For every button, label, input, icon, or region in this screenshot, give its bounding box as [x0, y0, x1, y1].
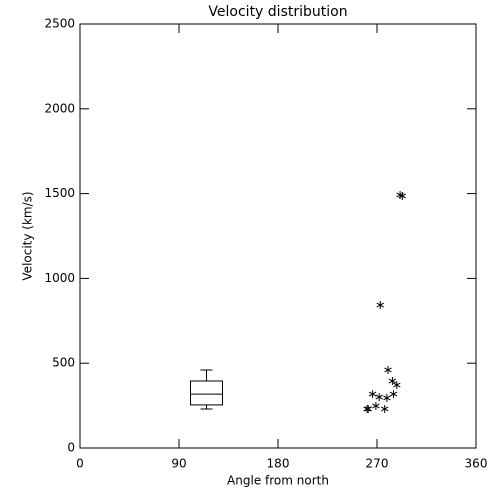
y-tick-label: 500 — [52, 356, 75, 370]
y-tick-label: 2000 — [44, 101, 75, 115]
x-tick-label: 180 — [267, 457, 290, 471]
box — [190, 380, 223, 406]
point — [389, 390, 398, 399]
x-tick-label: 0 — [76, 457, 84, 471]
point — [363, 404, 371, 413]
x-tick-label: 90 — [171, 457, 186, 471]
plot-frame — [79, 23, 477, 449]
point — [398, 191, 407, 200]
point — [388, 377, 397, 386]
x-tick-label: 270 — [366, 457, 389, 471]
y-tick-label: 2500 — [44, 17, 75, 31]
point — [380, 404, 389, 413]
point — [384, 365, 392, 374]
y-tick-label: 1000 — [44, 271, 75, 285]
x-tick-label: 360 — [465, 457, 488, 471]
point — [393, 381, 401, 390]
point — [376, 301, 385, 310]
point — [383, 393, 391, 402]
point — [364, 404, 372, 413]
chart-title: Velocity distribution — [208, 4, 347, 20]
point — [372, 401, 380, 410]
point — [368, 390, 377, 399]
point — [375, 393, 383, 402]
y-axis-label: Velocity (km/s) — [21, 191, 35, 280]
y-tick-label: 1500 — [44, 186, 75, 200]
y-tick-label: 0 — [67, 441, 75, 455]
x-axis-label: Angle from north — [227, 474, 329, 488]
